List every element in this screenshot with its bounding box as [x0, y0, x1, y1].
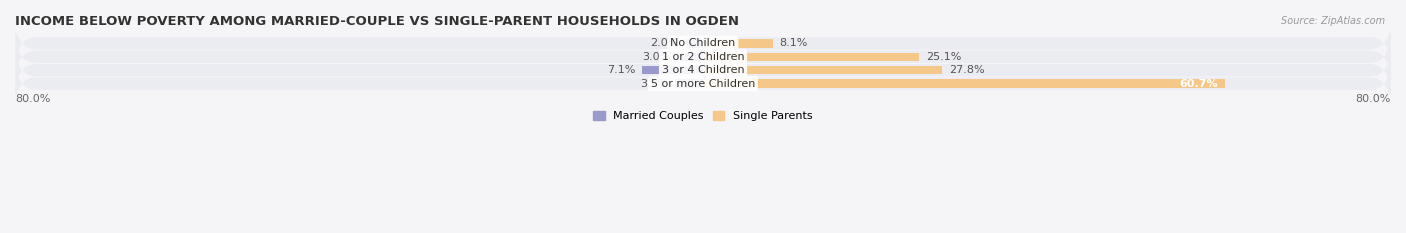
FancyBboxPatch shape — [15, 16, 1391, 71]
Bar — [703, 39, 773, 48]
Bar — [686, 39, 703, 48]
Text: 3.2%: 3.2% — [640, 79, 669, 89]
Text: 80.0%: 80.0% — [1355, 94, 1391, 104]
Text: 2.0%: 2.0% — [651, 38, 679, 48]
Legend: Married Couples, Single Parents: Married Couples, Single Parents — [589, 106, 817, 126]
Text: 5 or more Children: 5 or more Children — [651, 79, 755, 89]
Text: 25.1%: 25.1% — [925, 52, 962, 62]
Bar — [678, 53, 703, 61]
Bar — [643, 66, 703, 74]
Bar — [675, 79, 703, 88]
Text: No Children: No Children — [671, 38, 735, 48]
Text: 8.1%: 8.1% — [779, 38, 808, 48]
Text: 7.1%: 7.1% — [606, 65, 636, 75]
FancyBboxPatch shape — [15, 29, 1391, 84]
Bar — [703, 66, 942, 74]
Text: 27.8%: 27.8% — [949, 65, 984, 75]
FancyBboxPatch shape — [15, 56, 1391, 111]
FancyBboxPatch shape — [15, 43, 1391, 98]
Text: INCOME BELOW POVERTY AMONG MARRIED-COUPLE VS SINGLE-PARENT HOUSEHOLDS IN OGDEN: INCOME BELOW POVERTY AMONG MARRIED-COUPL… — [15, 15, 740, 28]
Text: Source: ZipAtlas.com: Source: ZipAtlas.com — [1281, 16, 1385, 26]
Text: 80.0%: 80.0% — [15, 94, 51, 104]
Text: 60.7%: 60.7% — [1180, 79, 1218, 89]
Text: 1 or 2 Children: 1 or 2 Children — [662, 52, 744, 62]
Bar — [703, 53, 920, 61]
Bar — [703, 79, 1225, 88]
Text: 3.0%: 3.0% — [643, 52, 671, 62]
Text: 3 or 4 Children: 3 or 4 Children — [662, 65, 744, 75]
